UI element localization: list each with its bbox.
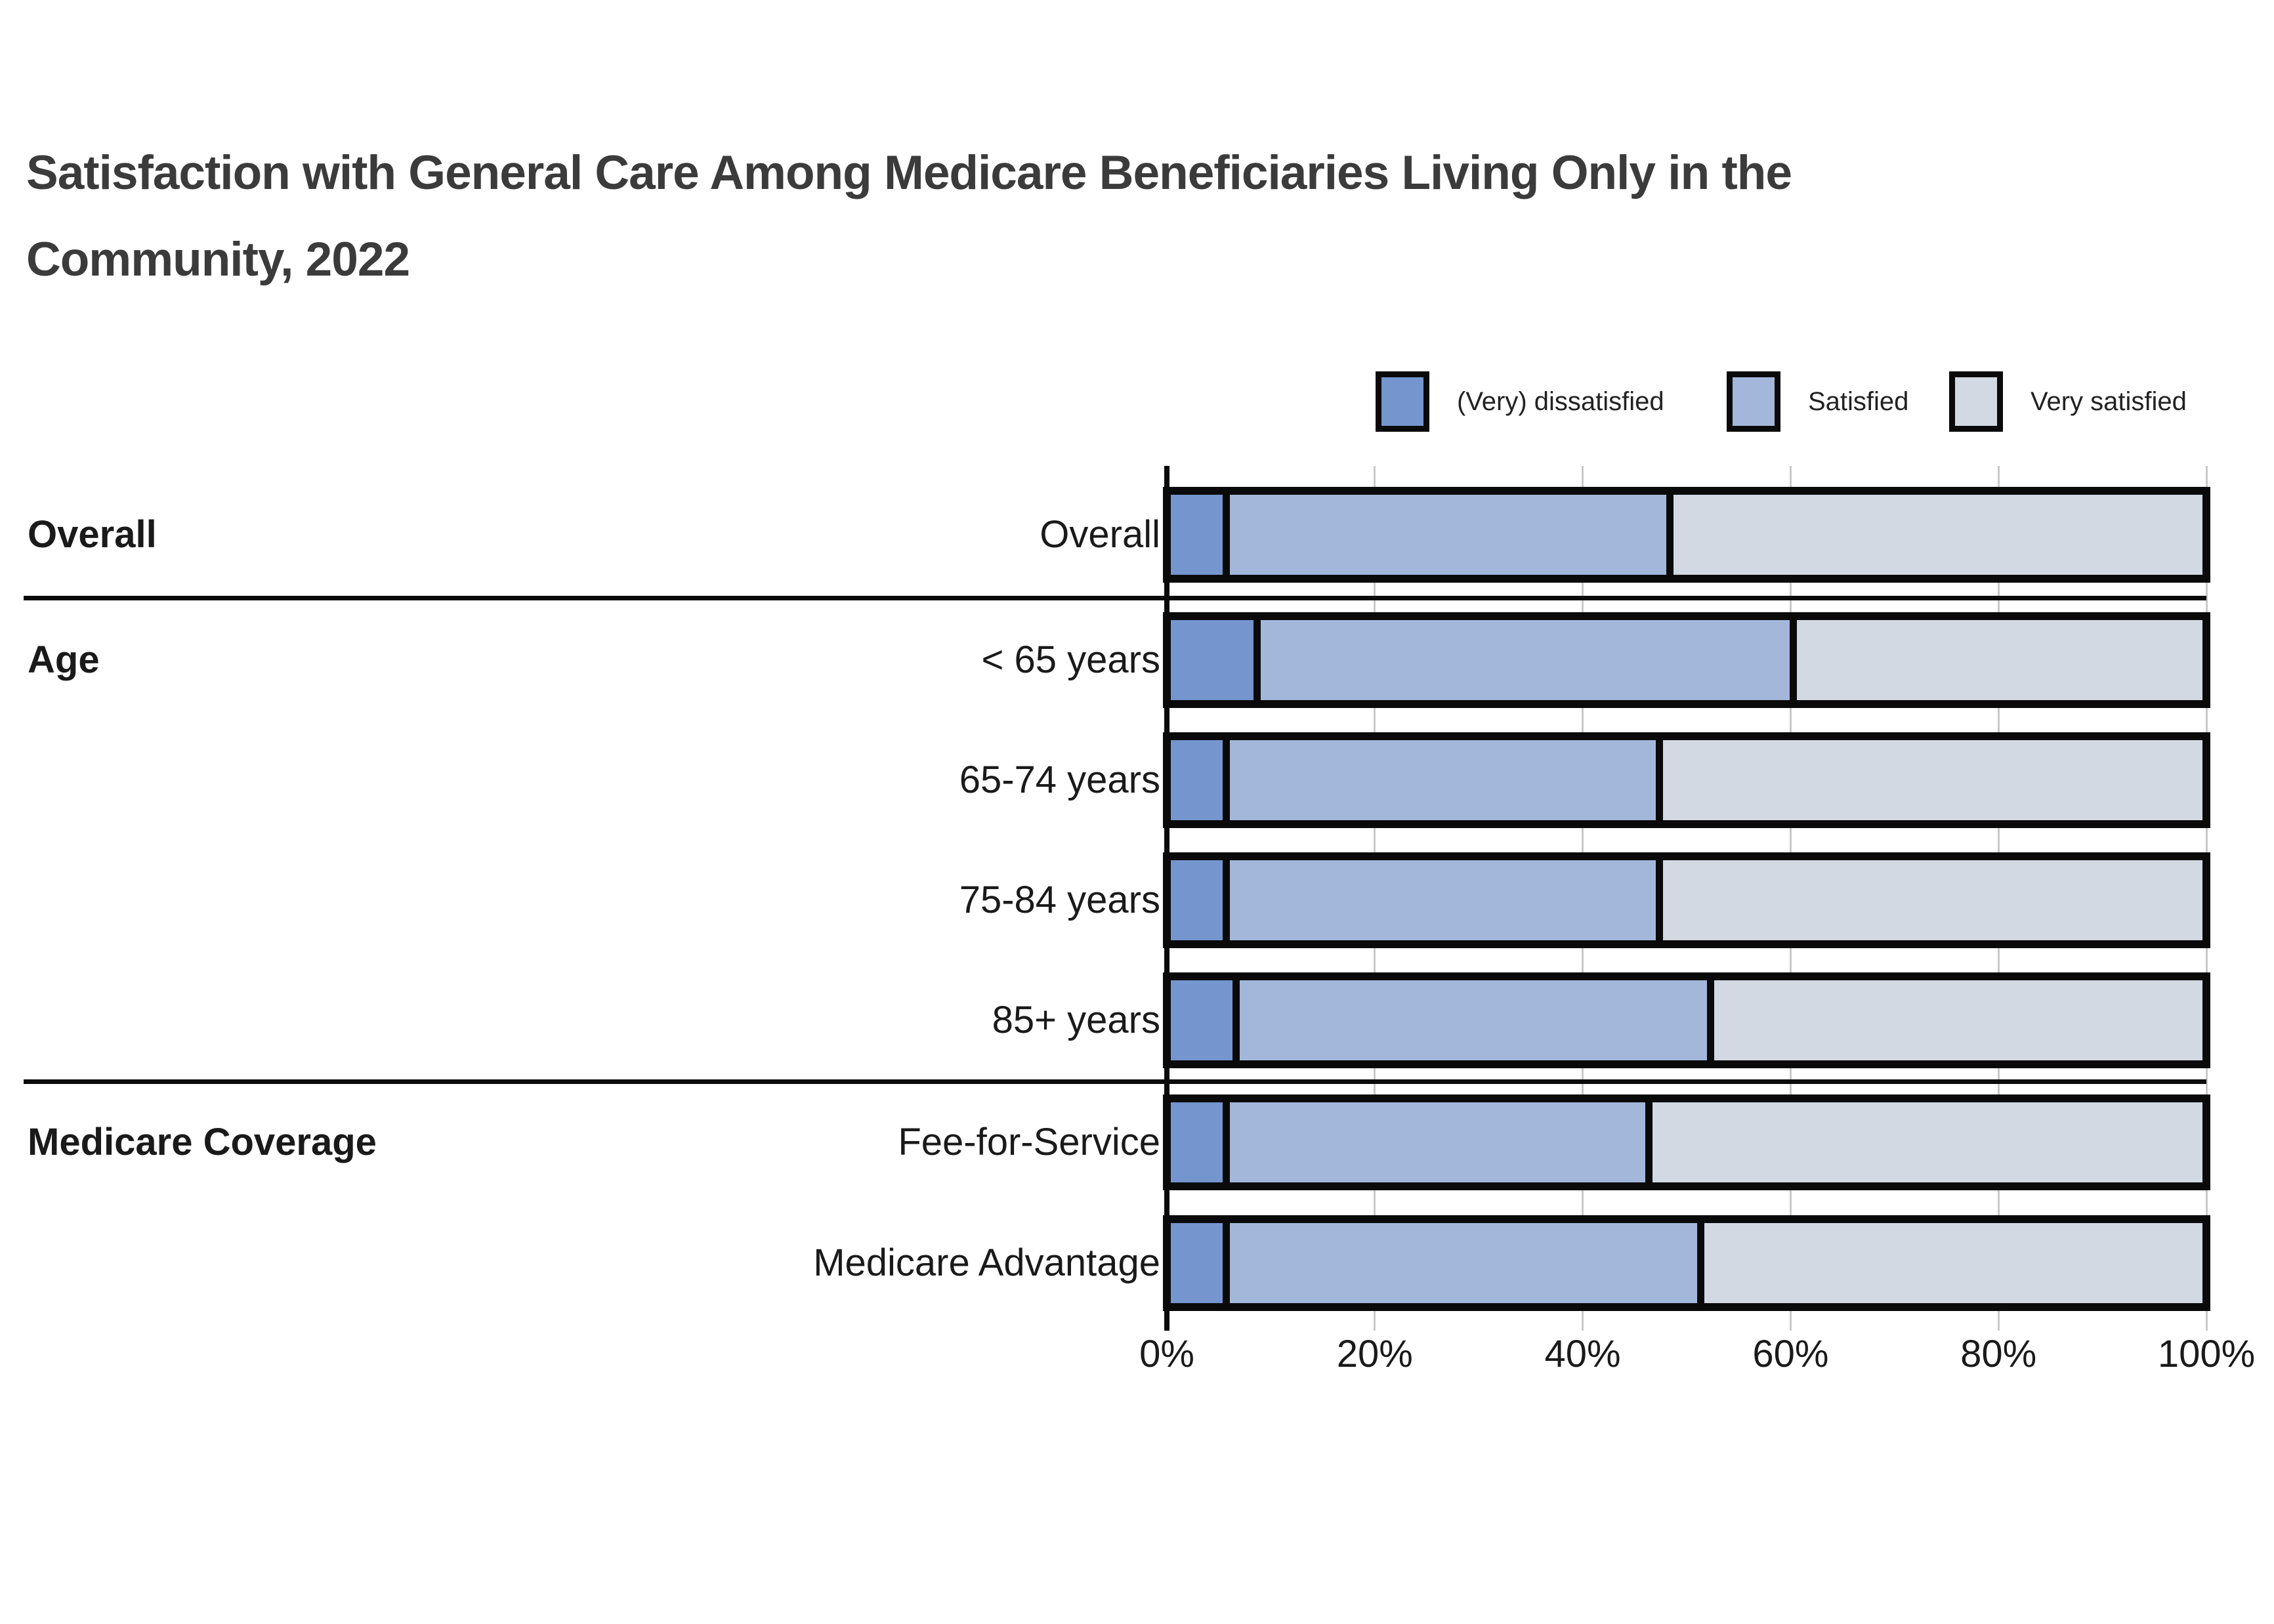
row-label: 85+ years: [992, 999, 1160, 1041]
group-separator: [24, 596, 2206, 600]
bar-segment-satisfied[interactable]: [1232, 980, 1708, 1060]
bar-segment-very-dissatisfied[interactable]: [1171, 1223, 1223, 1303]
x-tick-label-20%: 20%: [1336, 1333, 1413, 1375]
bar-row: [1163, 612, 2210, 708]
bar-row: [1163, 732, 2210, 828]
row-label: 65-74 years: [959, 759, 1160, 801]
legend-swatch-icon: [1376, 371, 1429, 432]
legend-item-label: Very satisfied: [2031, 386, 2187, 416]
bar-segment-satisfied[interactable]: [1253, 620, 1790, 700]
bar-row: [1163, 852, 2210, 948]
legend-item-label: Satisfied: [1808, 386, 1909, 416]
bar-segment-very-dissatisfied[interactable]: [1171, 620, 1253, 700]
bar-segment-very-satisfied[interactable]: [1655, 860, 2202, 940]
chart-title-line-1: Satisfaction with General Care Among Med…: [26, 146, 1792, 199]
row-label: Overall: [1040, 513, 1160, 556]
bar-segment-very-satisfied[interactable]: [1696, 1223, 2202, 1303]
bar-segment-satisfied[interactable]: [1222, 495, 1666, 575]
legend-item-3[interactable]: Very satisfied: [1949, 371, 2187, 432]
legend-item-2[interactable]: Satisfied: [1727, 371, 1908, 432]
bar-row: [1163, 972, 2210, 1068]
legend-swatch-icon: [1949, 371, 2003, 432]
bar-row: [1163, 1094, 2210, 1190]
bar-segment-very-dissatisfied[interactable]: [1171, 495, 1223, 575]
bar-segment-very-satisfied[interactable]: [1645, 1102, 2202, 1182]
bar-segment-satisfied[interactable]: [1222, 1223, 1697, 1303]
row-label: Fee-for-Service: [898, 1121, 1160, 1163]
chart-title: Satisfaction with General Care Among Med…: [26, 130, 2244, 303]
x-tick-label-40%: 40%: [1544, 1333, 1621, 1375]
row-label: < 65 years: [981, 638, 1160, 681]
bar-segment-very-satisfied[interactable]: [1707, 980, 2202, 1060]
group-label-age: Age: [28, 638, 100, 681]
x-tick-label-100%: 100%: [2157, 1333, 2256, 1375]
bar-segment-very-satisfied[interactable]: [1790, 620, 2202, 700]
bar-segment-satisfied[interactable]: [1222, 860, 1656, 940]
legend-item-1[interactable]: (Very) dissatisfied: [1376, 371, 1664, 432]
bar-segment-very-satisfied[interactable]: [1666, 495, 2202, 575]
bar-row: [1163, 487, 2210, 583]
bar-segment-very-dissatisfied[interactable]: [1171, 860, 1223, 940]
bar-segment-very-dissatisfied[interactable]: [1171, 1102, 1223, 1182]
legend-item-label: (Very) dissatisfied: [1457, 386, 1664, 416]
row-label: 75-84 years: [959, 879, 1160, 921]
group-label-medicare-coverage: Medicare Coverage: [28, 1121, 377, 1163]
x-tick-label-80%: 80%: [1960, 1333, 2037, 1375]
x-tick-label-60%: 60%: [1752, 1333, 1829, 1375]
bar-row: [1163, 1215, 2210, 1311]
bar-segment-satisfied[interactable]: [1222, 1102, 1646, 1182]
bar-segment-very-satisfied[interactable]: [1655, 740, 2202, 820]
bar-segment-satisfied[interactable]: [1222, 740, 1656, 820]
row-label: Medicare Advantage: [813, 1241, 1160, 1284]
bar-segment-very-dissatisfied[interactable]: [1171, 740, 1223, 820]
group-label-overall: Overall: [28, 513, 157, 556]
x-tick-label-0%: 0%: [1139, 1333, 1194, 1375]
legend-swatch-icon: [1727, 371, 1780, 432]
group-separator: [24, 1079, 2206, 1084]
chart-title-line-2: Community, 2022: [26, 233, 410, 286]
bar-segment-very-dissatisfied[interactable]: [1171, 980, 1233, 1060]
